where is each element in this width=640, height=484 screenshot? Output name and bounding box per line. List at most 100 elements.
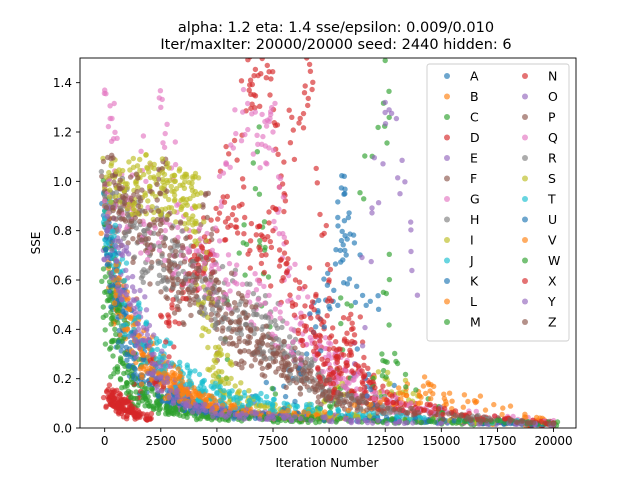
point-X-6-12 bbox=[241, 231, 247, 237]
point-I-6-12 bbox=[205, 344, 211, 351]
point-U-7-13 bbox=[282, 393, 289, 400]
point-Q-3-10 bbox=[197, 285, 203, 291]
point-Y-5 bbox=[203, 408, 209, 414]
point-L-1-5 bbox=[127, 306, 133, 313]
point-Q-8 bbox=[290, 339, 296, 345]
point-R-1-8 bbox=[141, 228, 147, 234]
point-S-0-10 bbox=[108, 199, 114, 205]
point-I-4-9 bbox=[183, 226, 190, 232]
point-X-9-4 bbox=[317, 375, 323, 381]
point-Z-11-0 bbox=[347, 401, 353, 407]
point-O-2-0 bbox=[137, 287, 143, 294]
point-L-10-10 bbox=[461, 392, 468, 398]
point-Z-13-3 bbox=[488, 417, 494, 423]
point-T-7-8 bbox=[270, 396, 277, 403]
point-N-6-7 bbox=[231, 205, 237, 211]
legend-label-D: D bbox=[470, 130, 480, 145]
point-Z-4-6 bbox=[180, 245, 186, 251]
point-A-9-11 bbox=[363, 302, 369, 308]
point-N-8-13 bbox=[298, 314, 305, 320]
point-W-2-7 bbox=[121, 370, 127, 377]
point-X-11-8 bbox=[353, 361, 359, 368]
point-V-10-0 bbox=[441, 391, 447, 397]
legend-label-C: C bbox=[470, 110, 479, 125]
point-D-10-4 bbox=[348, 311, 354, 317]
point-A-8-10 bbox=[345, 214, 352, 221]
point-G-8-7 bbox=[292, 261, 298, 267]
point-S-8-8 bbox=[228, 375, 234, 382]
point-Y-2-12 bbox=[134, 320, 141, 327]
point-N-6-0 bbox=[234, 230, 241, 236]
legend-label-T: T bbox=[547, 192, 556, 207]
point-X-6-13 bbox=[253, 232, 259, 238]
point-S-8 bbox=[214, 351, 220, 357]
point-S-5-8 bbox=[180, 203, 186, 209]
point-S-5-11 bbox=[171, 209, 177, 215]
point-S-1-6 bbox=[130, 155, 136, 162]
point-Z-4-7 bbox=[185, 286, 191, 293]
point-T-5-12 bbox=[214, 390, 220, 397]
point-S-6-6 bbox=[198, 190, 204, 196]
point-X-7-11 bbox=[276, 263, 283, 269]
point-Y-9 bbox=[438, 420, 444, 426]
point-Z-7-13 bbox=[249, 304, 255, 310]
point-G-5-11 bbox=[254, 132, 260, 138]
point-Z-6-9 bbox=[235, 318, 242, 325]
point-Q-6-5 bbox=[266, 292, 272, 299]
point-Y-5-5 bbox=[210, 413, 216, 420]
point-D-7-5 bbox=[296, 120, 302, 126]
point-V-10-6 bbox=[428, 396, 434, 402]
point-S-2-7 bbox=[137, 156, 143, 163]
point-V-5-7 bbox=[190, 395, 196, 401]
point-N-8-2 bbox=[296, 279, 303, 285]
point-X-10-5 bbox=[336, 346, 342, 352]
point-Z-5-6 bbox=[228, 310, 235, 317]
point-Q-11-12 bbox=[398, 400, 404, 406]
point-Z-8-6 bbox=[292, 356, 299, 363]
point-Q-10-12 bbox=[351, 377, 357, 383]
point-H-2-12 bbox=[163, 286, 169, 293]
point-D-8-10 bbox=[310, 79, 316, 86]
x-tick-label-6: 15000 bbox=[422, 434, 460, 448]
point-D-3-0 bbox=[169, 305, 175, 311]
legend-marker-X bbox=[522, 278, 528, 284]
point-N-5-9 bbox=[210, 257, 216, 263]
point-A-8 bbox=[337, 247, 343, 254]
point-Z-5-4 bbox=[209, 296, 215, 302]
point-C-8-5 bbox=[375, 124, 381, 131]
point-O-9-2 bbox=[397, 191, 403, 197]
point-N-7-3 bbox=[258, 232, 264, 238]
point-Z-11 bbox=[348, 395, 355, 402]
point-X-5-0 bbox=[201, 234, 208, 240]
point-R-5-2 bbox=[222, 338, 228, 344]
point-Z-2-0 bbox=[142, 208, 148, 215]
point-Y-6-8 bbox=[257, 416, 263, 422]
point-W-1-4 bbox=[108, 374, 114, 380]
point-N-10 bbox=[326, 346, 332, 352]
legend-label-S: S bbox=[548, 171, 556, 186]
point-Y-0-13 bbox=[113, 257, 119, 263]
point-S-7-10 bbox=[216, 344, 222, 350]
point-T-3-3 bbox=[149, 347, 156, 353]
point-U-8-0 bbox=[354, 283, 360, 289]
legend-marker-E bbox=[444, 155, 450, 161]
point-X-8-12 bbox=[300, 342, 306, 349]
point-Y-7-3 bbox=[329, 418, 335, 425]
point-X-6-4 bbox=[266, 209, 272, 215]
point-D-6-11 bbox=[267, 92, 273, 98]
point-F-7-1 bbox=[239, 365, 245, 371]
point-O-8-3 bbox=[375, 200, 382, 206]
legend-label-R: R bbox=[548, 151, 557, 166]
point-G-5-5 bbox=[260, 133, 266, 140]
point-D-10-11 bbox=[346, 316, 352, 322]
point-X-8-4 bbox=[299, 337, 305, 344]
point-Z-3-9 bbox=[169, 225, 175, 231]
point-O-9-12 bbox=[408, 227, 414, 233]
point-S-8-9 bbox=[227, 360, 233, 367]
point-T-6-9 bbox=[239, 402, 245, 409]
point-G-7-3 bbox=[280, 194, 287, 200]
point-C-8-3 bbox=[344, 301, 350, 307]
point-X-6-6 bbox=[247, 238, 254, 244]
point-Z-0-1 bbox=[103, 205, 110, 211]
